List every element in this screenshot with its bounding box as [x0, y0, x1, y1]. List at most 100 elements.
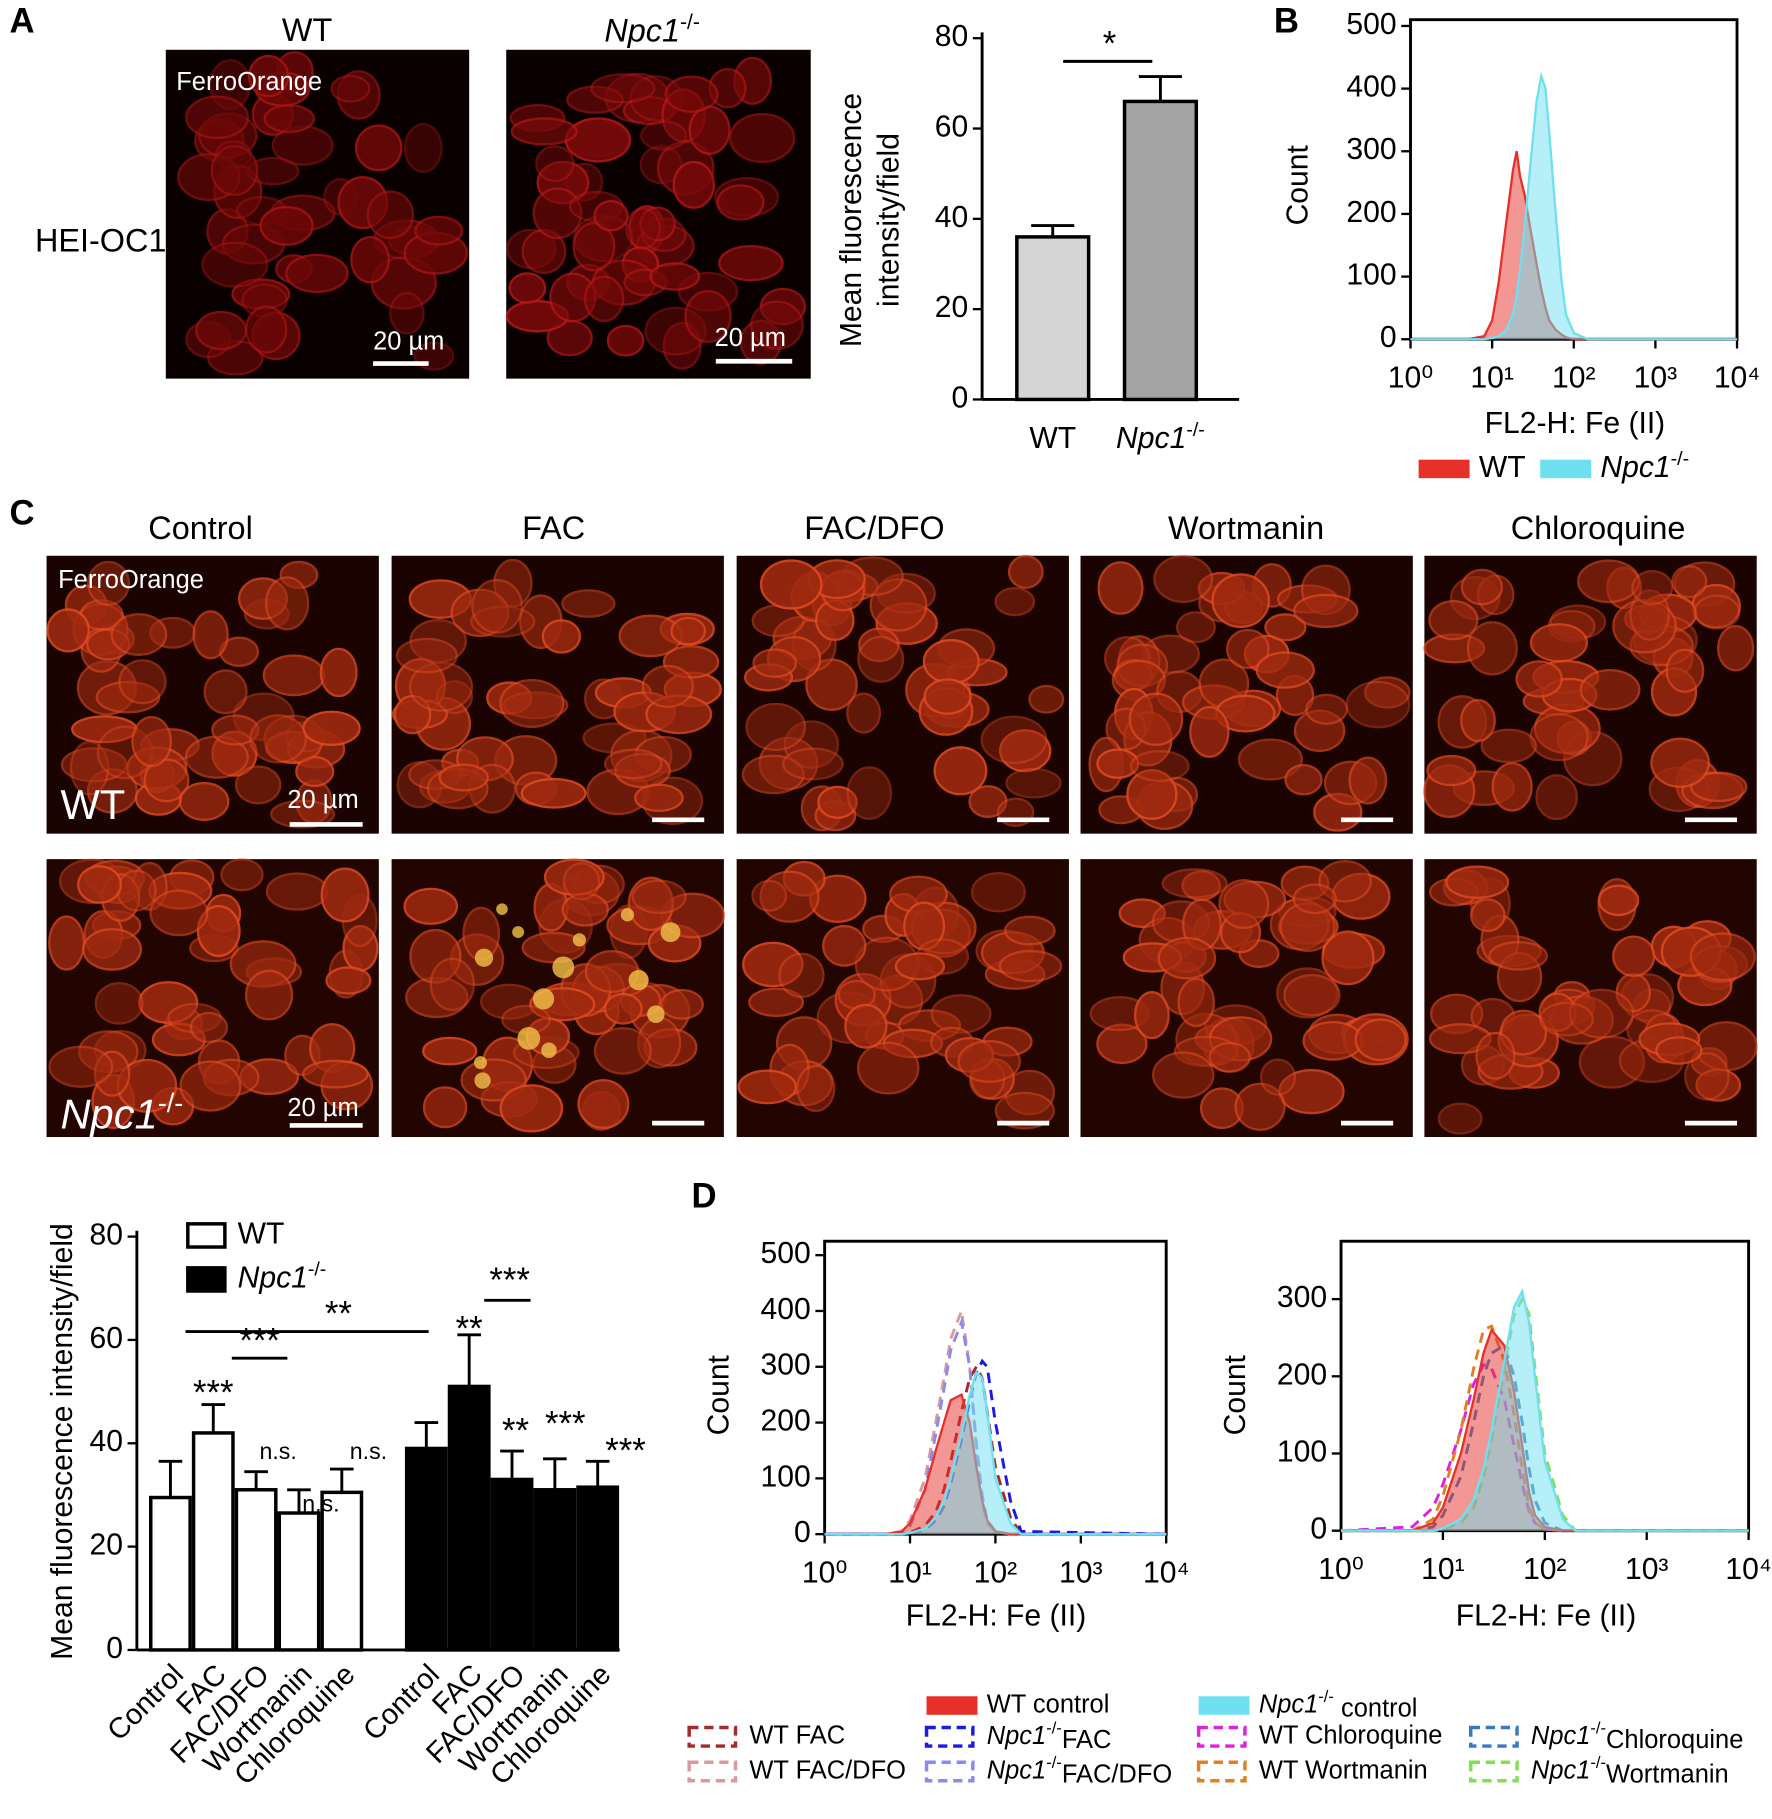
cell — [606, 324, 645, 357]
y-axis-label: Mean fluorescence intensity/field — [46, 1223, 79, 1660]
cell — [844, 1003, 888, 1049]
cell — [1283, 973, 1341, 1017]
bright-spot — [620, 908, 635, 922]
series-line — [824, 1316, 1167, 1536]
bright-spot — [660, 922, 681, 943]
cell — [220, 858, 264, 892]
cell — [77, 865, 123, 904]
cell — [718, 244, 784, 282]
legend-swatch — [186, 1266, 227, 1293]
bar — [320, 1490, 364, 1652]
y-tick-label: 500 — [1346, 8, 1396, 41]
cell — [210, 145, 259, 196]
area-fill — [1410, 151, 1738, 340]
annotation: *** — [239, 1322, 280, 1360]
legend-label: WT FAC/DFO — [749, 1756, 906, 1784]
cell — [244, 969, 294, 1021]
cell — [1348, 756, 1388, 805]
cell — [752, 648, 798, 679]
cell — [857, 635, 905, 683]
y-tick-label: 300 — [1277, 1281, 1327, 1314]
scale-label: 20 µm — [287, 786, 358, 814]
cell — [429, 957, 475, 1011]
cell — [1426, 754, 1477, 787]
bar — [191, 1431, 235, 1652]
cell — [264, 576, 310, 631]
cell — [1126, 769, 1178, 820]
bright-spot — [541, 1042, 557, 1058]
cell — [82, 928, 143, 971]
image-column-label: Wortmanin — [1168, 510, 1324, 546]
cell — [751, 879, 788, 912]
cell — [716, 184, 765, 221]
scale-label: 20 µm — [287, 1094, 358, 1122]
cell — [1255, 651, 1315, 689]
cell — [684, 289, 732, 343]
panel-label: B — [1274, 2, 1299, 40]
cell — [1234, 1082, 1286, 1131]
y-tick-label: 80 — [935, 20, 968, 53]
cell — [86, 560, 131, 606]
annotation: ** — [502, 1413, 529, 1451]
x-tick-label: Npc1-/-​ — [1116, 419, 1205, 455]
x-tick-label: 10⁴ — [1714, 362, 1760, 395]
scale-label: 20 µm — [373, 327, 444, 355]
cell — [366, 190, 415, 240]
cell — [1302, 1020, 1364, 1061]
legend-label: Npc1-/-FAC/DFO — [987, 1753, 1172, 1788]
cell — [741, 754, 805, 795]
legend-label: Npc1-/-Wortmanin — [1531, 1753, 1729, 1788]
cell — [1460, 698, 1496, 743]
cell — [1597, 884, 1640, 917]
cell — [1529, 713, 1589, 762]
cell — [302, 710, 361, 747]
cell — [131, 715, 172, 768]
cell — [1292, 883, 1338, 915]
cell — [745, 702, 806, 752]
cell — [1665, 648, 1705, 693]
x-tick-label: 10¹ — [1470, 362, 1514, 395]
cell — [670, 616, 707, 646]
x-tick-label: WT — [1029, 422, 1076, 455]
cell — [508, 272, 547, 304]
y-tick-label: 400 — [1346, 71, 1396, 104]
cell — [535, 145, 575, 183]
annotation: *** — [605, 1432, 646, 1470]
cell — [583, 275, 625, 323]
cell — [285, 253, 349, 294]
bright-spot — [532, 988, 555, 1010]
cell — [640, 120, 688, 151]
legend-swatch — [1196, 1760, 1247, 1783]
annotation: *** — [489, 1262, 530, 1300]
cell — [846, 692, 882, 734]
cell — [1460, 568, 1504, 606]
annotation: *** — [193, 1374, 234, 1412]
legend-swatch — [186, 1222, 227, 1249]
bright-spot — [628, 970, 649, 991]
cell — [403, 887, 459, 925]
cell — [999, 729, 1052, 773]
annotation: * — [1103, 25, 1117, 63]
cell — [1488, 941, 1548, 971]
legend-label: WT Chloroquine — [1259, 1722, 1443, 1750]
y-tick-label: 0 — [106, 1632, 123, 1665]
x-axis-label: FL2-H: Fe (II) — [1456, 1599, 1637, 1632]
scale-label: 20 µm — [715, 324, 786, 352]
cell — [1717, 625, 1755, 672]
cell — [438, 763, 489, 792]
y-tick-label: 100 — [761, 1460, 811, 1493]
bright-spot — [552, 956, 575, 979]
cell — [325, 966, 372, 995]
series-line — [1341, 1288, 1749, 1532]
cell — [729, 112, 796, 163]
cell — [970, 871, 1026, 913]
cell — [625, 207, 661, 250]
cell — [1218, 879, 1270, 929]
y-tick-label: 0 — [1310, 1513, 1327, 1546]
cell — [354, 124, 403, 172]
cell — [1612, 935, 1656, 978]
cell — [247, 54, 290, 98]
cell — [414, 215, 464, 246]
legend-swatch — [687, 1760, 738, 1783]
